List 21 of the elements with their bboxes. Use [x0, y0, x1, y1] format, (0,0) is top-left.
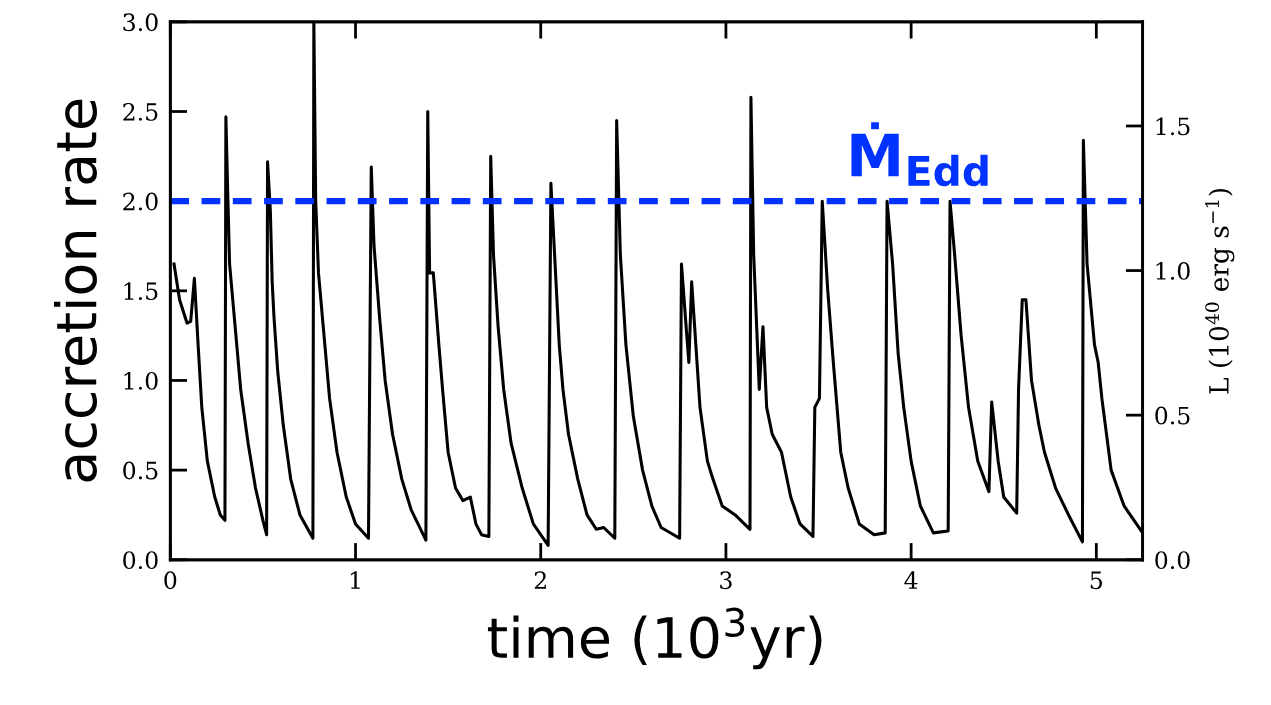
- x-tick-label: 0: [164, 571, 177, 590]
- x-tick-label: 1: [350, 571, 360, 589]
- y-tick-label: 1.0: [124, 371, 158, 390]
- x-tick-label: 3: [720, 571, 732, 590]
- y-tick-label: 2.0: [123, 192, 158, 211]
- x-tick-label: 2: [534, 571, 546, 589]
- y2-tick-label: 1.0: [1156, 262, 1190, 280]
- y-tick-label: 3.0: [123, 13, 158, 32]
- y2-tick-label: 0.0: [1155, 551, 1190, 570]
- y-tick-label: 2.5: [123, 102, 158, 121]
- y-axis-title: accretion rate: [54, 99, 97, 482]
- y-tick-label: 0.5: [123, 461, 158, 480]
- y2-axis-title: L (10$^{40}$ erg s$^{−1}$): [1205, 188, 1235, 394]
- y-tick-label: 0.0: [123, 551, 158, 570]
- ref-line-label: Ṁ$_{Edd}$: [851, 122, 988, 187]
- y2-tick-label: 0.5: [1155, 406, 1190, 425]
- y-tick-label: 1.5: [124, 282, 158, 301]
- y2-tick-label: 1.5: [1156, 117, 1190, 136]
- x-axis-title: time (10$^{3}$yr): [487, 607, 822, 670]
- x-tick-label: 5: [1090, 571, 1103, 590]
- x-tick-label: 4: [904, 571, 918, 589]
